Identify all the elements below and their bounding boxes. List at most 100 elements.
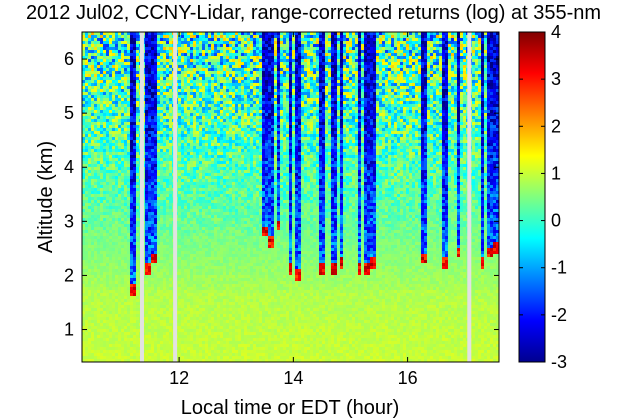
heatmap-cell xyxy=(241,110,244,113)
heatmap-cell xyxy=(427,92,430,95)
heatmap-cell xyxy=(160,125,163,128)
heatmap-cell xyxy=(337,110,340,113)
heatmap-cell xyxy=(328,86,331,89)
heatmap-cell xyxy=(307,92,310,95)
heatmap-cell xyxy=(373,86,376,89)
heatmap-cell xyxy=(94,104,97,107)
heatmap-cell xyxy=(364,92,367,95)
heatmap-cell xyxy=(400,125,403,128)
heatmap-cell xyxy=(196,35,199,38)
heatmap-cell xyxy=(406,71,409,74)
heatmap-cell xyxy=(136,110,139,113)
heatmap-cell xyxy=(91,110,94,113)
heatmap-cell xyxy=(238,98,241,101)
heatmap-cell xyxy=(301,35,304,38)
heatmap-cell xyxy=(232,56,235,59)
heatmap-cell xyxy=(436,122,439,125)
heatmap-cell xyxy=(178,80,181,83)
heatmap-cell xyxy=(430,83,433,86)
heatmap-cell xyxy=(409,116,412,119)
heatmap-cell xyxy=(253,38,256,41)
heatmap-cell xyxy=(82,77,85,80)
heatmap-cell xyxy=(343,53,346,56)
heatmap-cell xyxy=(283,137,286,140)
heatmap-cell xyxy=(295,35,298,38)
heatmap-cell xyxy=(265,47,268,50)
heatmap-cell xyxy=(262,62,265,65)
heatmap-cell xyxy=(166,116,169,119)
heatmap-cell xyxy=(406,59,409,62)
heatmap-cell xyxy=(223,53,226,56)
heatmap-cell xyxy=(205,92,208,95)
heatmap-cell xyxy=(154,68,157,71)
heatmap-cell xyxy=(298,38,301,41)
heatmap-cell xyxy=(211,59,214,62)
heatmap-cell xyxy=(307,35,310,38)
heatmap-cell xyxy=(409,131,412,134)
heatmap-cell xyxy=(361,53,364,56)
heatmap-cell xyxy=(313,65,316,68)
heatmap-cell xyxy=(178,47,181,50)
heatmap-cell xyxy=(358,137,361,140)
heatmap-cell xyxy=(355,68,358,71)
heatmap-cell xyxy=(223,113,226,116)
heatmap-cell xyxy=(370,104,373,107)
heatmap-cell xyxy=(364,122,367,125)
heatmap-cell xyxy=(325,68,328,71)
heatmap-cell xyxy=(259,116,262,119)
heatmap-cell xyxy=(109,62,112,65)
heatmap-cell xyxy=(262,44,265,47)
heatmap-cell xyxy=(316,92,319,95)
heatmap-cell xyxy=(436,77,439,80)
heatmap-cell xyxy=(373,62,376,65)
heatmap-cell xyxy=(304,89,307,92)
heatmap-cell xyxy=(286,86,289,89)
heatmap-cell xyxy=(457,50,460,53)
heatmap-cell xyxy=(136,41,139,44)
heatmap-cell xyxy=(97,74,100,77)
heatmap-cell xyxy=(217,92,220,95)
heatmap-cell xyxy=(472,56,475,59)
heatmap-cell xyxy=(412,113,415,116)
heatmap-cell xyxy=(478,62,481,65)
heatmap-cell xyxy=(238,62,241,65)
heatmap-cell xyxy=(157,95,160,98)
heatmap-cell xyxy=(442,119,445,122)
heatmap-cell xyxy=(436,89,439,92)
heatmap-cell xyxy=(442,89,445,92)
heatmap-cell xyxy=(349,89,352,92)
heatmap-cell xyxy=(280,47,283,50)
heatmap-cell xyxy=(448,98,451,101)
heatmap-cell xyxy=(316,83,319,86)
heatmap-cell xyxy=(187,131,190,134)
heatmap-cell xyxy=(457,131,460,134)
heatmap-cell xyxy=(202,59,205,62)
heatmap-cell xyxy=(238,44,241,47)
heatmap-cell xyxy=(445,113,448,116)
heatmap-cell xyxy=(85,71,88,74)
heatmap-cell xyxy=(484,134,487,137)
heatmap-cell xyxy=(313,107,316,110)
heatmap-cell xyxy=(352,83,355,86)
heatmap-cell xyxy=(385,56,388,59)
heatmap-cell xyxy=(178,137,181,140)
heatmap-cell xyxy=(283,71,286,74)
heatmap-cell xyxy=(196,116,199,119)
heatmap-cell xyxy=(226,110,229,113)
heatmap-cell xyxy=(403,89,406,92)
heatmap-cell xyxy=(487,71,490,74)
heatmap-cell xyxy=(103,38,106,41)
heatmap-cell xyxy=(403,59,406,62)
heatmap-cell xyxy=(448,74,451,77)
heatmap-cell xyxy=(226,104,229,107)
heatmap-cell xyxy=(100,119,103,122)
heatmap-cell xyxy=(235,95,238,98)
heatmap-cell xyxy=(220,47,223,50)
heatmap-cell xyxy=(253,80,256,83)
heatmap-cell xyxy=(388,122,391,125)
heatmap-cell xyxy=(136,32,139,35)
heatmap-cell xyxy=(298,116,301,119)
heatmap-cell xyxy=(226,65,229,68)
heatmap-cell xyxy=(442,65,445,68)
heatmap-cell xyxy=(112,101,115,104)
